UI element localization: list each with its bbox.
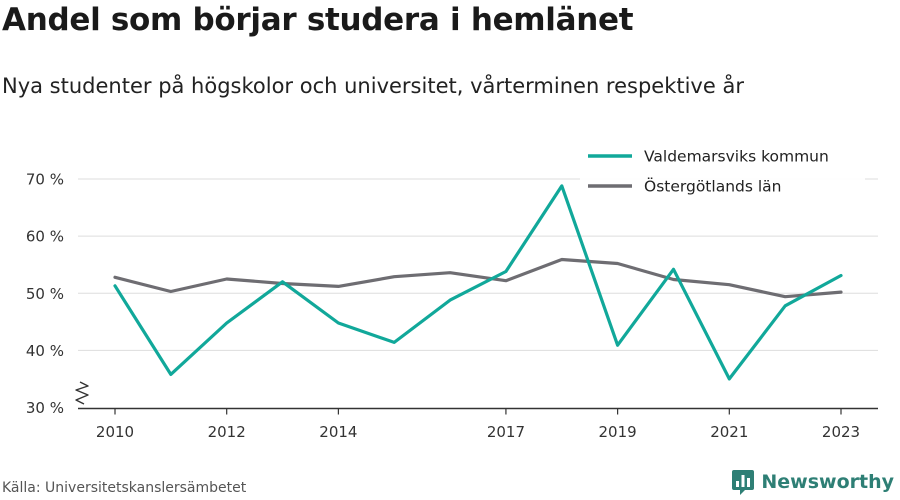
y-tick-label: 40 % — [26, 342, 64, 360]
y-tick-label: 30 % — [26, 399, 64, 417]
x-tick-label: 2012 — [208, 423, 246, 441]
x-tick-label: 2023 — [822, 423, 860, 441]
y-tick-label: 60 % — [26, 228, 64, 246]
legend-label: Östergötlands län — [644, 177, 782, 196]
series-line-ostergotland — [113, 257, 843, 299]
chart-title: Andel som börjar studera i hemlänet — [2, 2, 634, 38]
axes: 30 % 40 % 50 % 60 % 70 % 2010 2012 2014 2017 2019… — [26, 171, 878, 441]
chart-subtitle: Nya studenter på högskolor och universit… — [2, 74, 744, 98]
newsworthy-brand: Newsworthy — [731, 467, 894, 497]
series-line-valdemarsvik — [113, 184, 843, 381]
y-axis-break-marker — [75, 381, 89, 405]
legend-label: Valdemarsviks kommun — [644, 148, 829, 166]
brand-name: Newsworthy — [761, 471, 894, 493]
x-tick-label: 2014 — [319, 423, 357, 441]
source-note: Källa: Universitetskanslersämbetet — [2, 480, 247, 496]
x-tick-label: 2021 — [710, 423, 748, 441]
series-lines — [113, 184, 843, 381]
x-tick-label: 2010 — [96, 423, 134, 441]
gridlines — [78, 178, 878, 351]
x-tick-label: 2019 — [599, 423, 637, 441]
legend-background — [580, 138, 865, 200]
y-tick-label: 50 % — [26, 285, 64, 303]
x-tick-label: 2017 — [487, 423, 525, 441]
legend: Valdemarsviks kommun Östergötlands län — [580, 138, 865, 200]
y-tick-label: 70 % — [26, 171, 64, 189]
newsworthy-logo-icon — [732, 470, 755, 495]
